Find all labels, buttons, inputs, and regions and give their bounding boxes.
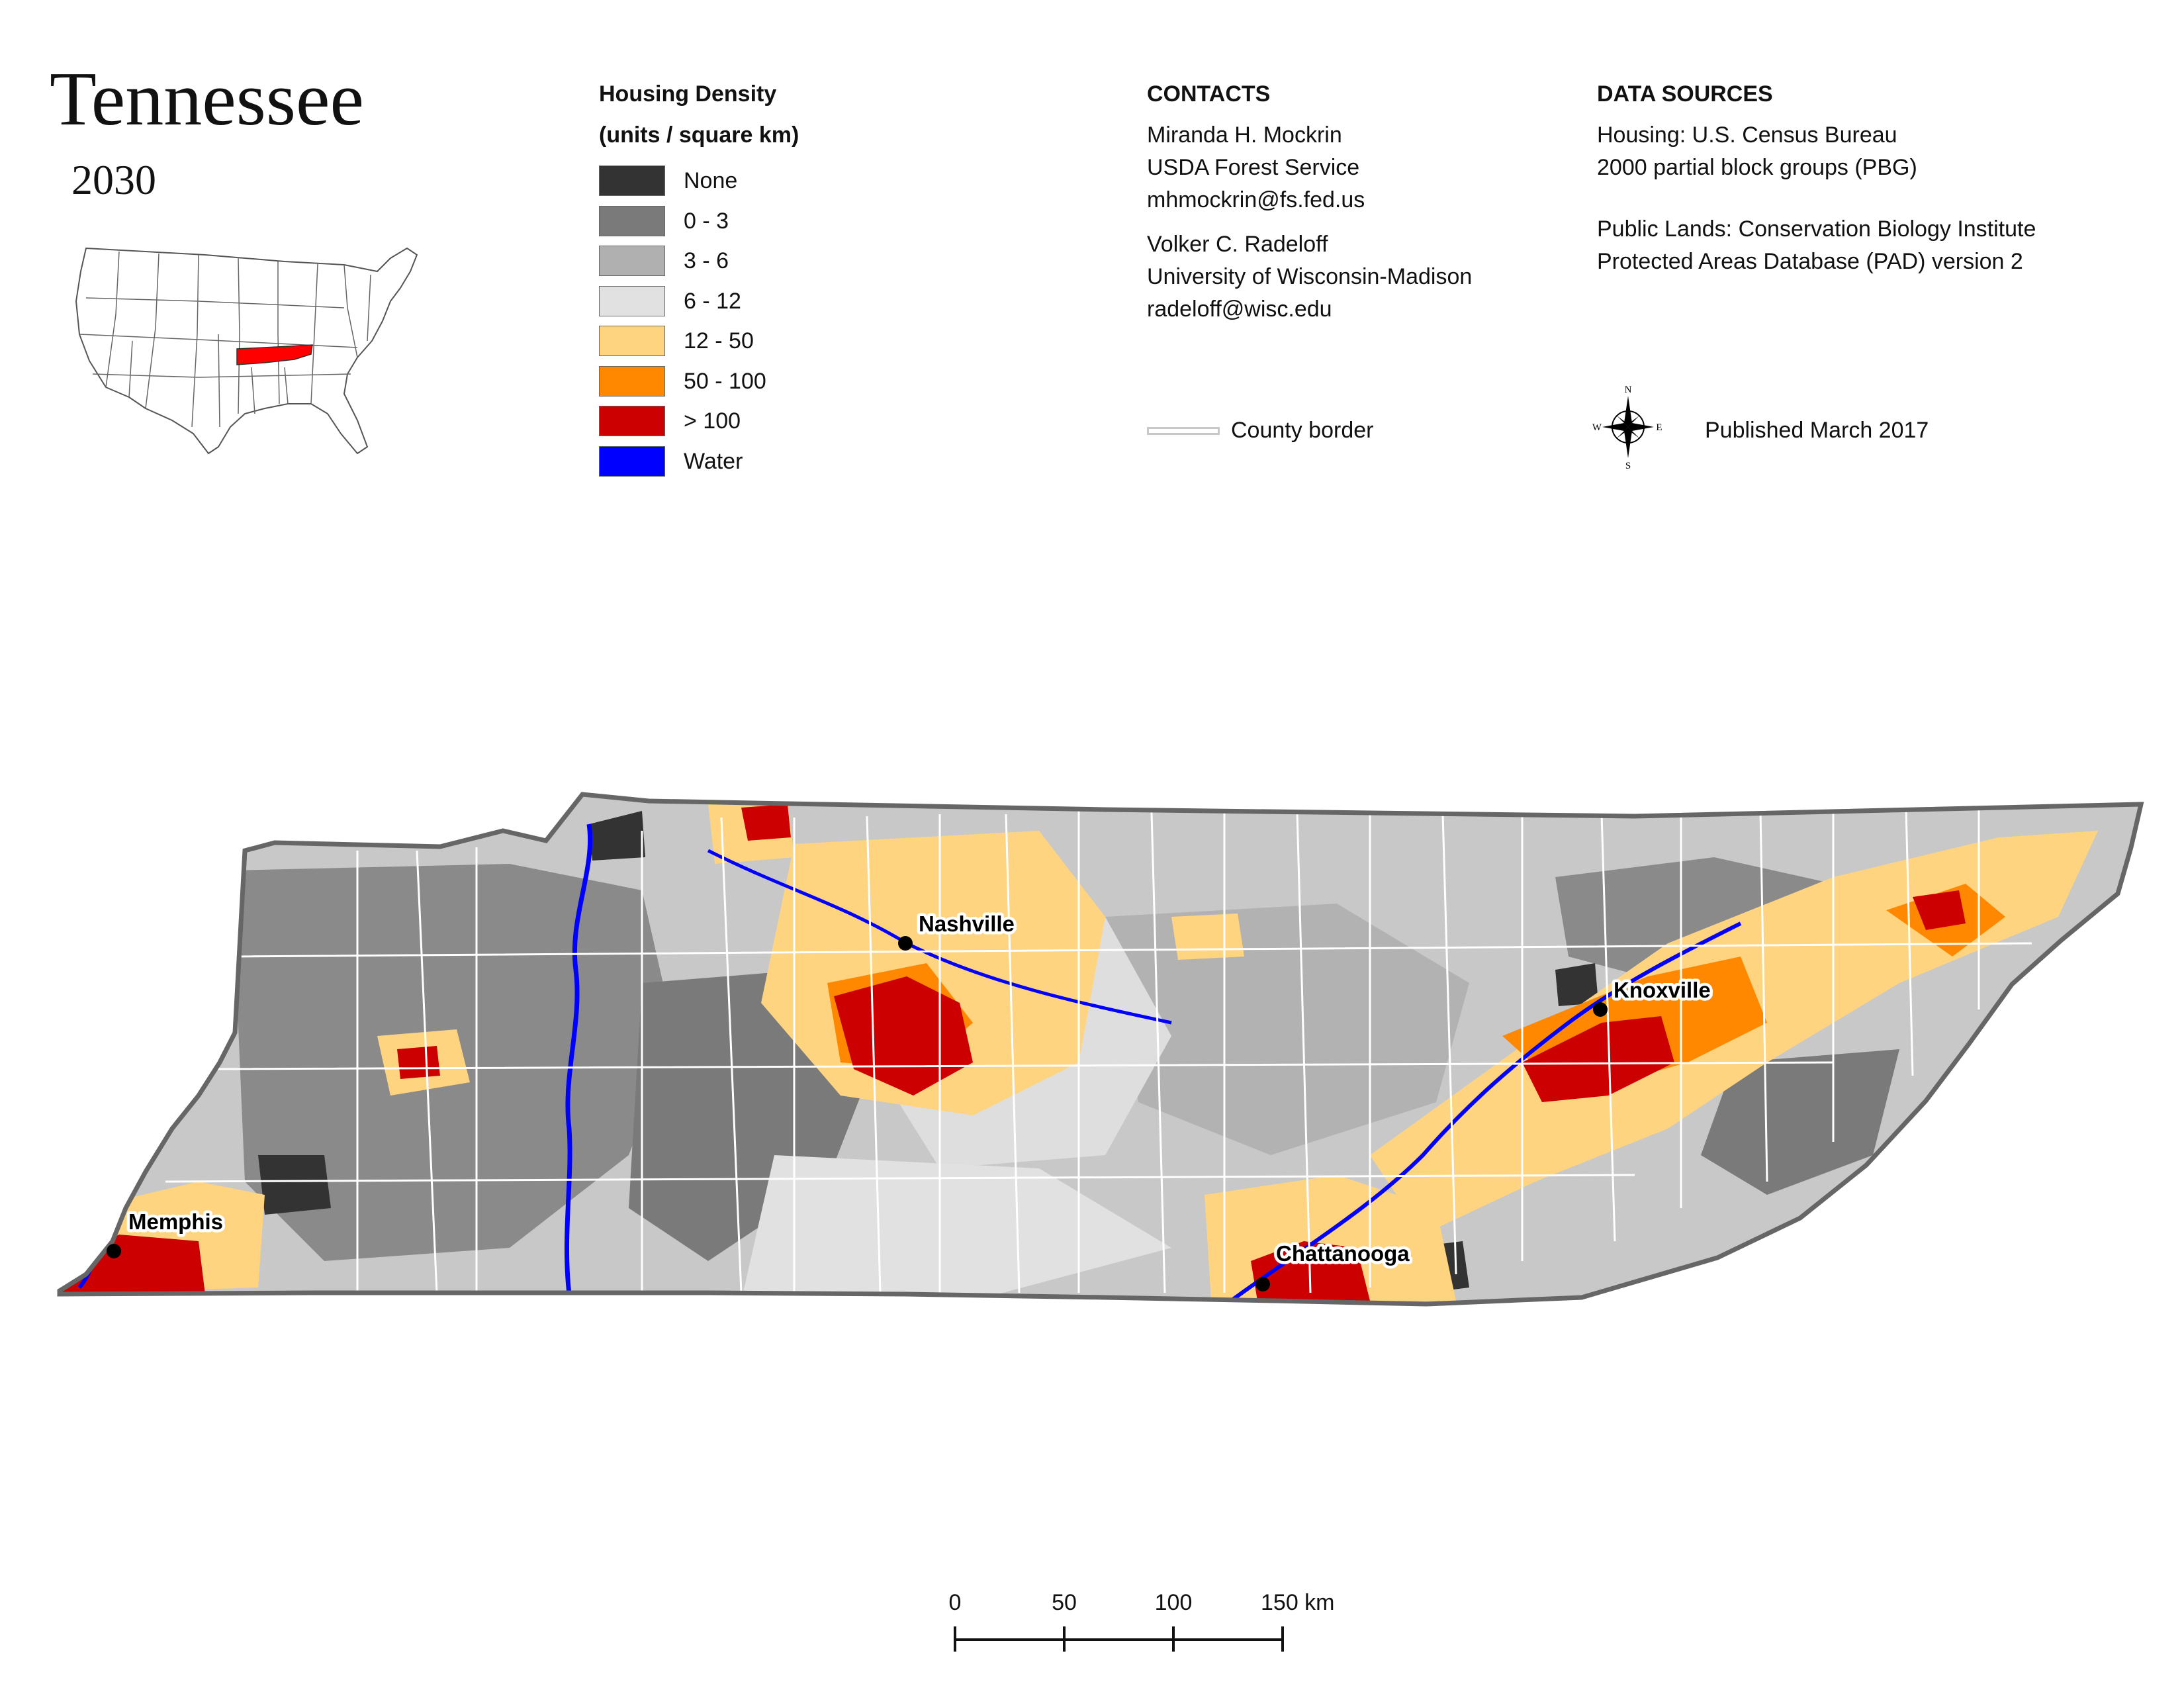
legend-swatch-2 — [599, 246, 665, 276]
data-sources-header: DATA SOURCES — [1597, 81, 1773, 107]
us-locator-map — [75, 248, 418, 454]
scale-tick-0: 0 — [949, 1590, 962, 1615]
legend-swatch-3 — [599, 285, 665, 316]
contact-2-org: University of Wisconsin-Madison — [1147, 264, 1473, 289]
legend-label-5: 50 - 100 — [684, 368, 766, 394]
legend-title: Housing Density — [599, 81, 777, 107]
legend-swatch-5 — [599, 365, 665, 397]
scale-tick-100: 100 — [1155, 1590, 1193, 1615]
map-year: 2030 — [71, 156, 156, 203]
density-3-6-plateau — [1105, 904, 1469, 1155]
memphis-label: Memphis — [128, 1209, 223, 1234]
tennessee-housing-density-map: Nashville Knoxville Memphis Chattanooga — [57, 792, 2144, 1307]
chattanooga-marker — [1255, 1277, 1270, 1291]
density-none-3 — [1555, 963, 1598, 1006]
housing-source: Housing: U.S. Census Bureau 2000 partial… — [1597, 119, 1917, 184]
compass-s: S — [1625, 461, 1631, 470]
map-title: Tennessee — [50, 57, 364, 142]
legend-label-6: > 100 — [684, 408, 741, 434]
housing-source-line-1: Housing: U.S. Census Bureau — [1597, 122, 1897, 148]
scale-tick-150: 150 km — [1261, 1590, 1335, 1615]
legend-units: (units / square km) — [599, 122, 799, 148]
density-none-2 — [589, 811, 645, 861]
compass-w: W — [1592, 422, 1602, 433]
inset-state-lines — [79, 251, 371, 428]
legend-swatch-6 — [599, 406, 665, 436]
lands-source-line-1: Public Lands: Conservation Biology Insti… — [1597, 216, 2036, 242]
legend-label-4: 12 - 50 — [684, 328, 754, 353]
scale-bar: 0 50 100 150 km — [949, 1590, 1335, 1652]
compass-n: N — [1625, 385, 1632, 395]
scale-tick-50: 50 — [1052, 1590, 1077, 1615]
nashville-label: Nashville — [919, 912, 1015, 936]
legend-swatch-7 — [599, 445, 665, 477]
tennessee-outline — [57, 792, 2144, 1307]
density-6-12-south — [741, 1155, 1171, 1301]
density-0-3-southeast — [1701, 1049, 1899, 1195]
county-border-symbol — [1147, 427, 1220, 435]
legend-swatch-1 — [599, 205, 665, 236]
legend-swatch-0 — [599, 165, 665, 196]
legend-label-3: 6 - 12 — [684, 288, 741, 314]
tennessee-highlight — [236, 344, 313, 365]
contact-1-org: USDA Forest Service — [1147, 155, 1360, 180]
published-date: Published March 2017 — [1705, 418, 1929, 443]
county-borders — [165, 808, 2032, 1293]
knoxville-marker — [1593, 1002, 1608, 1017]
water-tennessee-river-east — [1230, 921, 1742, 1303]
lands-source: Public Lands: Conservation Biology Insti… — [1597, 213, 2036, 278]
compass-rose-icon: N S W E — [1592, 385, 1662, 470]
lands-source-line-2: Protected Areas Database (PAD) version 2 — [1597, 249, 2023, 274]
density-none-1 — [258, 1155, 331, 1215]
legend-label-2: 3 - 6 — [684, 248, 729, 273]
contact-1-name: Miranda H. Mockrin — [1147, 122, 1342, 148]
compass-e: E — [1656, 422, 1662, 433]
density-12-50-cookeville — [1171, 914, 1244, 960]
contact-2-email: radeloff@wisc.edu — [1147, 297, 1332, 322]
knoxville-label: Knoxville — [1614, 978, 1711, 1002]
contacts-header: CONTACTS — [1147, 81, 1271, 107]
contact-2-name: Volker C. Radeloff — [1147, 232, 1328, 257]
legend-label-1: 0 - 3 — [684, 208, 729, 234]
legend-label-7: Water — [684, 448, 743, 474]
county-border-label: County border — [1231, 418, 1374, 443]
density-gt100-tricities — [1913, 890, 1966, 930]
contact-1: Miranda H. Mockrin USDA Forest Service m… — [1147, 119, 1365, 216]
legend-swatch-4 — [599, 326, 665, 356]
memphis-marker — [107, 1244, 121, 1258]
density-gt100-jackson — [397, 1046, 440, 1079]
chattanooga-label: Chattanooga — [1276, 1241, 1410, 1266]
density-gt100-clarksville — [741, 804, 791, 841]
housing-source-line-2: 2000 partial block groups (PBG) — [1597, 155, 1917, 180]
contact-1-email: mhmockrin@fs.fed.us — [1147, 187, 1365, 212]
legend-label-0: None — [684, 168, 738, 193]
contact-2: Volker C. Radeloff University of Wiscons… — [1147, 228, 1472, 326]
water-tennessee-river-west — [564, 823, 593, 1295]
nashville-marker — [898, 936, 913, 951]
density-gt100-knoxville — [1522, 1016, 1674, 1102]
